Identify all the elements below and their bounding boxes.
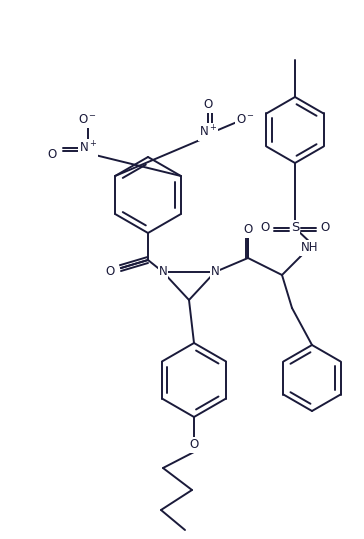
Text: O: O	[260, 222, 270, 234]
Text: N: N	[159, 266, 167, 279]
Text: S: S	[291, 222, 299, 234]
Text: O$^-$: O$^-$	[79, 114, 98, 127]
Text: O: O	[244, 224, 253, 237]
Text: O$^-$: O$^-$	[237, 114, 256, 127]
Text: O: O	[320, 222, 330, 234]
Text: N$^+$: N$^+$	[79, 140, 97, 156]
Text: NH: NH	[301, 241, 319, 254]
Text: N: N	[211, 266, 219, 279]
Text: O: O	[47, 149, 57, 162]
Text: O: O	[189, 439, 199, 452]
Text: O: O	[105, 266, 115, 279]
Text: O: O	[203, 99, 213, 112]
Text: N$^+$: N$^+$	[199, 125, 217, 140]
